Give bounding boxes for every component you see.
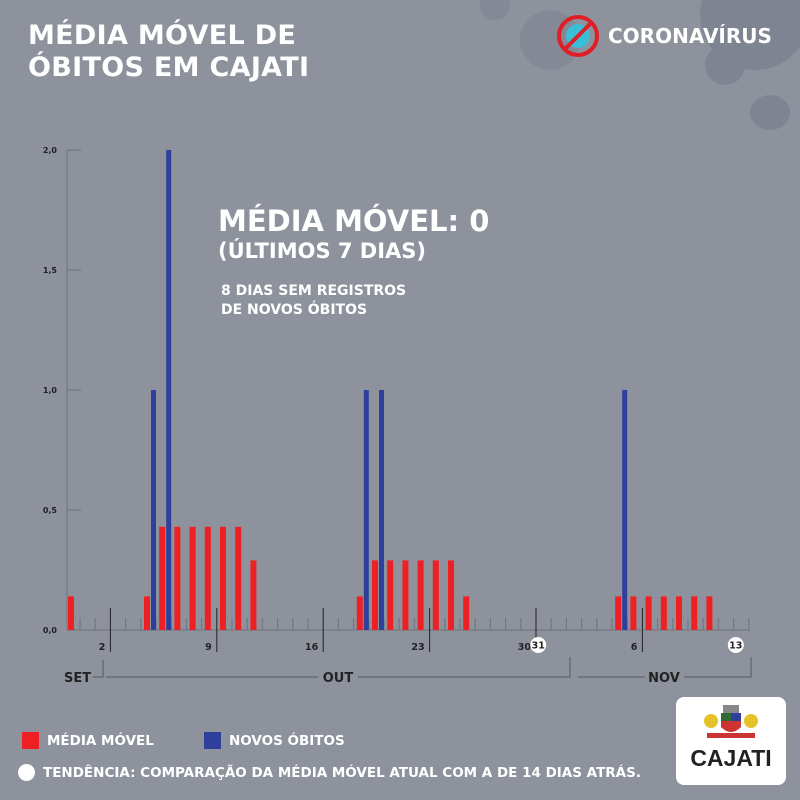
days-without-deaths-note: 8 DIAS SEM REGISTROS DE NOVOS ÓBITOS — [221, 282, 406, 320]
y-tick-label: 1,0 — [43, 386, 58, 395]
moving-average-bar — [174, 526, 181, 630]
legend-new-deaths: NOVOS ÓBITOS — [204, 732, 345, 749]
coat-of-arms-icon — [704, 705, 758, 738]
moving-average-bar — [417, 560, 424, 630]
x-tick-label: 9 — [205, 642, 212, 653]
title-line: ÓBITOS EM CAJATI — [28, 52, 310, 83]
x-tick-label: 6 — [631, 642, 638, 653]
x-tick-label: 23 — [411, 642, 424, 653]
x-tick-label: 16 — [305, 642, 319, 653]
x-tick-label: 13 — [729, 641, 742, 652]
no-virus-icon — [557, 15, 599, 57]
moving-average-bar — [250, 560, 257, 630]
legend-label: NOVOS ÓBITOS — [229, 732, 345, 749]
moving-average-bar — [432, 560, 439, 630]
x-tick-label: 30 — [518, 642, 532, 653]
new-deaths-bar — [166, 150, 172, 630]
date-circle-marker — [727, 637, 744, 653]
moving-average-bar — [402, 560, 409, 630]
moving-average-bar — [706, 596, 713, 630]
virus-decoration — [480, 0, 510, 20]
x-tick-label: 31 — [532, 641, 545, 652]
month-bracket — [93, 660, 104, 678]
month-bracket — [684, 657, 752, 678]
moving-average-bar — [68, 596, 74, 630]
page-title: MÉDIA MÓVEL DE ÓBITOS EM CAJATI — [28, 20, 309, 84]
month-label: OUT — [323, 671, 354, 686]
moving-average-bar — [372, 560, 378, 630]
y-tick-label: 1,5 — [43, 266, 58, 275]
y-tick-label: 2,0 — [43, 146, 58, 155]
moving-average-bar — [387, 560, 394, 630]
moving-average-bar — [204, 526, 211, 630]
white-circle-icon — [18, 764, 35, 781]
y-tick-label: 0,0 — [43, 626, 58, 635]
moving-average-bar — [676, 596, 682, 630]
moving-average-bar — [220, 526, 226, 630]
virus-decoration — [705, 45, 745, 85]
new-deaths-bar — [622, 390, 628, 630]
note-line: 8 DIAS SEM REGISTROS — [221, 283, 407, 299]
moving-average-bar — [159, 526, 166, 630]
moving-average-bar — [463, 596, 470, 630]
moving-average-bar — [615, 596, 622, 630]
legend-trend: TENDÊNCIA: COMPARAÇÃO DA MÉDIA MÓVEL ATU… — [18, 764, 641, 781]
new-deaths-bar — [363, 390, 369, 630]
moving-average-period: (ÚLTIMOS 7 DIAS) — [218, 239, 427, 263]
legend-label: MÉDIA MÓVEL — [47, 732, 154, 749]
month-bracket — [358, 657, 571, 678]
month-label: SET — [64, 671, 91, 686]
moving-average-headline: MÉDIA MÓVEL: 0 — [218, 204, 490, 238]
y-tick-label: 0,5 — [43, 506, 58, 515]
moving-average-bar — [448, 560, 454, 630]
title-line: MÉDIA MÓVEL DE — [28, 20, 297, 51]
moving-average-bar — [235, 526, 242, 630]
moving-average-bar — [144, 596, 150, 630]
moving-average-bar — [189, 526, 196, 630]
new-deaths-bar — [151, 390, 156, 630]
logo-name: CAJATI — [690, 745, 772, 771]
moving-average-bar — [660, 596, 667, 630]
new-deaths-bar — [379, 390, 384, 630]
legend-moving-average: MÉDIA MÓVEL — [22, 732, 154, 749]
moving-average-bar — [356, 596, 363, 630]
moving-average-bar — [630, 596, 637, 630]
date-circle-marker — [530, 637, 547, 653]
cajati-logo: CAJATI — [676, 697, 786, 785]
month-label: NOV — [648, 671, 680, 686]
virus-decoration — [750, 95, 790, 130]
coronavirus-brand: CORONAVÍRUS — [556, 14, 772, 58]
moving-average-bar — [645, 596, 652, 630]
red-swatch — [22, 732, 39, 749]
legend-label: TENDÊNCIA: COMPARAÇÃO DA MÉDIA MÓVEL ATU… — [43, 764, 641, 781]
bar-chart: 0,0 0,5 1,0 1,5 2,0 2 9 16 23 30 31 6 13 SET OUT NOV — [43, 146, 752, 686]
blue-swatch — [204, 732, 221, 749]
brand-label: CORONAVÍRUS — [608, 24, 772, 48]
moving-average-bar — [691, 596, 698, 630]
note-line: DE NOVOS ÓBITOS — [221, 302, 368, 318]
x-tick-label: 2 — [99, 642, 106, 653]
